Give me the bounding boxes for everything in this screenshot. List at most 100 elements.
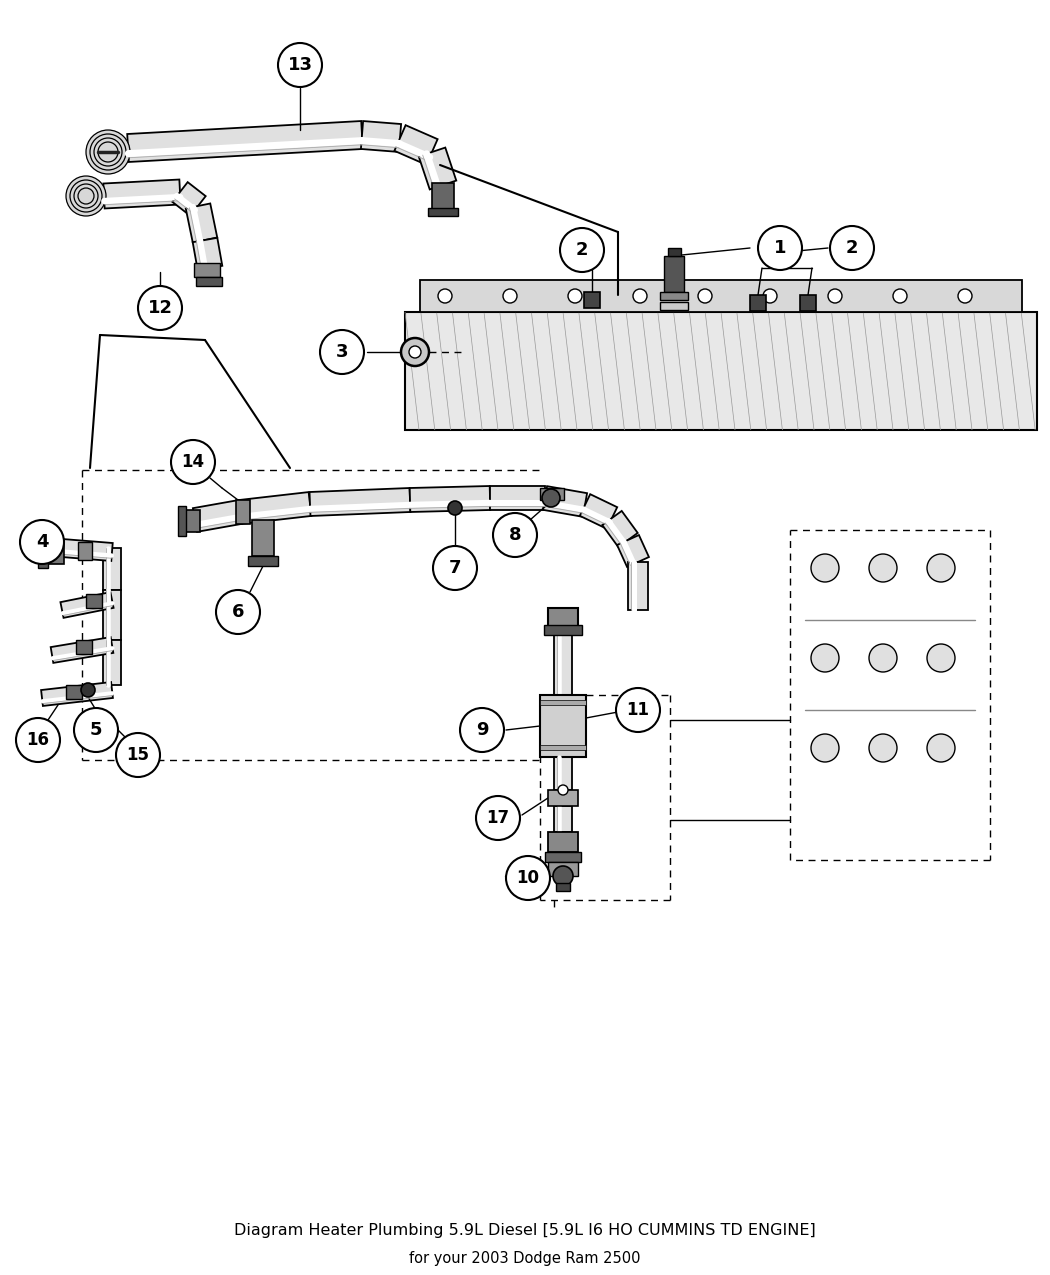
Polygon shape xyxy=(193,238,223,270)
Polygon shape xyxy=(61,592,113,618)
Bar xyxy=(38,536,48,567)
Bar xyxy=(86,594,102,608)
Text: 1: 1 xyxy=(774,238,786,258)
Circle shape xyxy=(927,555,956,581)
Circle shape xyxy=(116,733,160,776)
Bar xyxy=(544,625,582,635)
Bar xyxy=(194,263,220,277)
Circle shape xyxy=(278,43,322,87)
Bar xyxy=(44,541,64,564)
Circle shape xyxy=(927,734,956,762)
Bar xyxy=(182,510,200,532)
Text: 13: 13 xyxy=(288,56,313,74)
Circle shape xyxy=(811,644,839,672)
Circle shape xyxy=(869,555,897,581)
Text: 17: 17 xyxy=(486,810,509,827)
Bar xyxy=(78,542,92,560)
Bar xyxy=(548,608,578,629)
Text: 4: 4 xyxy=(36,533,48,551)
Bar xyxy=(664,256,684,292)
Bar xyxy=(252,520,274,556)
Bar xyxy=(420,280,1022,312)
Bar xyxy=(432,184,454,210)
Bar xyxy=(540,700,586,705)
Polygon shape xyxy=(127,121,363,162)
Bar xyxy=(248,556,278,566)
Bar xyxy=(800,295,816,311)
Bar xyxy=(76,640,92,654)
Circle shape xyxy=(66,176,106,215)
Polygon shape xyxy=(238,492,312,524)
Polygon shape xyxy=(580,495,617,529)
Circle shape xyxy=(830,226,874,270)
Circle shape xyxy=(763,289,777,303)
Bar xyxy=(668,249,681,256)
Text: 10: 10 xyxy=(517,870,540,887)
Polygon shape xyxy=(50,638,113,663)
Polygon shape xyxy=(617,536,649,567)
Polygon shape xyxy=(419,148,457,190)
Bar xyxy=(584,292,600,309)
Circle shape xyxy=(476,796,520,840)
Text: 11: 11 xyxy=(627,701,650,719)
Circle shape xyxy=(633,289,647,303)
Text: Diagram Heater Plumbing 5.9L Diesel [5.9L I6 HO CUMMINS TD ENGINE]: Diagram Heater Plumbing 5.9L Diesel [5.9… xyxy=(234,1223,816,1238)
Circle shape xyxy=(401,338,429,366)
Circle shape xyxy=(616,688,660,732)
Circle shape xyxy=(892,289,907,303)
Polygon shape xyxy=(554,757,572,790)
Text: 7: 7 xyxy=(448,558,461,578)
Bar xyxy=(405,312,1037,430)
Text: 14: 14 xyxy=(182,453,205,470)
Circle shape xyxy=(758,226,802,270)
Circle shape xyxy=(74,708,118,752)
Polygon shape xyxy=(554,635,572,695)
Polygon shape xyxy=(628,562,648,609)
Polygon shape xyxy=(395,125,438,164)
Polygon shape xyxy=(554,806,572,833)
Polygon shape xyxy=(361,121,401,152)
Text: 8: 8 xyxy=(508,527,521,544)
Circle shape xyxy=(20,520,64,564)
Circle shape xyxy=(869,734,897,762)
Bar xyxy=(540,488,564,500)
Polygon shape xyxy=(193,500,243,532)
Polygon shape xyxy=(103,180,181,209)
Polygon shape xyxy=(103,548,121,590)
Circle shape xyxy=(698,289,712,303)
Bar xyxy=(548,833,578,852)
Circle shape xyxy=(81,683,94,697)
Circle shape xyxy=(171,440,215,484)
Circle shape xyxy=(410,346,421,358)
Bar xyxy=(545,852,581,862)
Bar xyxy=(428,208,458,215)
Polygon shape xyxy=(490,486,545,510)
Bar xyxy=(66,685,82,699)
Circle shape xyxy=(869,644,897,672)
Text: 9: 9 xyxy=(476,720,488,739)
Bar xyxy=(548,790,578,806)
Circle shape xyxy=(828,289,842,303)
Circle shape xyxy=(568,289,582,303)
Polygon shape xyxy=(186,204,217,242)
Circle shape xyxy=(216,590,260,634)
Circle shape xyxy=(542,490,560,507)
Bar xyxy=(540,695,586,757)
Bar xyxy=(196,277,222,286)
Polygon shape xyxy=(41,682,113,706)
Circle shape xyxy=(438,289,452,303)
Text: 12: 12 xyxy=(147,300,172,317)
Circle shape xyxy=(86,130,130,173)
Circle shape xyxy=(506,856,550,900)
Circle shape xyxy=(927,644,956,672)
Text: for your 2003 Dodge Ram 2500: for your 2003 Dodge Ram 2500 xyxy=(410,1251,640,1266)
Text: 3: 3 xyxy=(336,343,349,361)
Bar xyxy=(660,292,688,300)
Circle shape xyxy=(460,708,504,752)
Bar xyxy=(178,506,186,536)
Circle shape xyxy=(811,734,839,762)
Text: 5: 5 xyxy=(89,720,102,739)
Circle shape xyxy=(16,718,60,762)
Bar xyxy=(236,500,250,524)
Bar xyxy=(660,302,688,310)
